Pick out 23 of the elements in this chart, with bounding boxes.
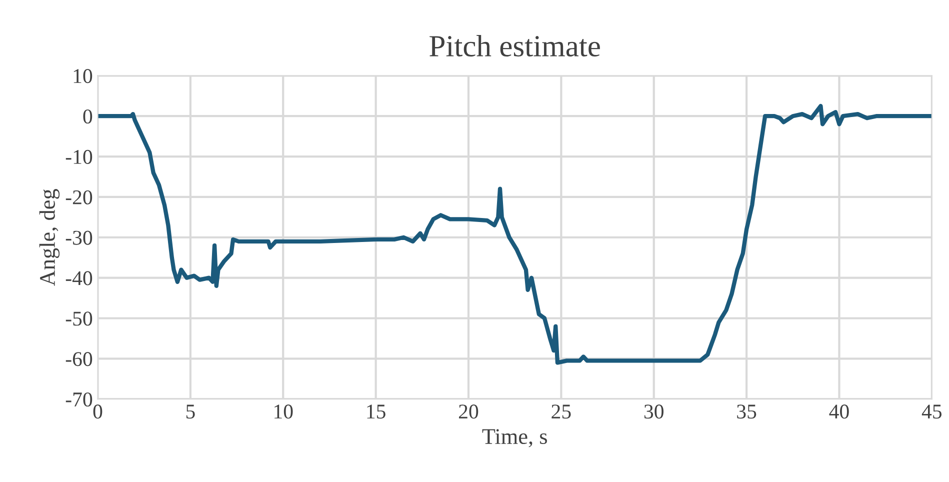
x-tick-label: 30 [644,404,664,419]
y-tick-label: -20 [66,190,92,204]
y-tick-label: -40 [66,271,92,286]
y-tick-label: -60 [66,352,92,366]
y-tick-label: -70 [66,392,92,407]
x-tick-label: 25 [552,404,571,419]
x-tick-label: 40 [829,404,849,419]
x-tick-label: 20 [458,404,478,419]
y-tick-label: -50 [66,312,92,326]
y-tick-label: -30 [66,230,92,245]
chart-title: Pitch estimate [430,35,600,57]
x-tick-label: 15 [367,404,386,419]
x-tick-label: 5 [186,404,195,419]
y-tick-label: -10 [66,150,92,164]
x-tick-label: 0 [93,404,102,419]
x-axis-title: Time, s [482,429,547,448]
y-tick-label: 0 [83,109,92,124]
x-tick-label: 10 [274,404,293,419]
x-tick-label: 35 [737,404,756,419]
line-series [98,104,932,365]
x-tick-label: 45 [922,404,942,419]
y-tick-label: 10 [74,69,92,84]
y-axis-title: Angle, deg [39,189,60,286]
